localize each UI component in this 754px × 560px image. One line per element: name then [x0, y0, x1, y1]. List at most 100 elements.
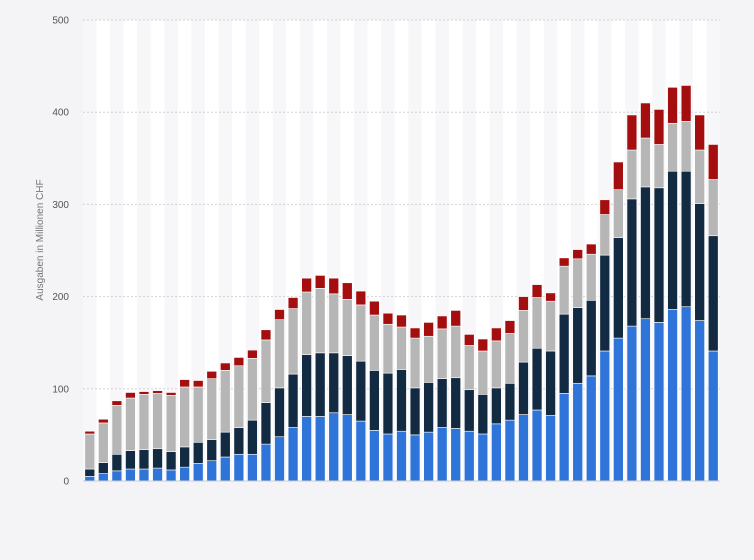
column-band	[123, 20, 138, 481]
bar-segment-series-2	[491, 387, 502, 425]
bar-segment-series-1	[84, 476, 96, 482]
y-tick-label: 0	[63, 477, 69, 488]
bar-segment-series-1	[653, 322, 665, 482]
bar-segment-series-1	[572, 382, 583, 482]
bar-segment-series-4	[707, 144, 719, 180]
bar-segment-series-3	[287, 308, 299, 375]
bar-segment-series-3	[260, 339, 272, 403]
bar-segment-series-2	[653, 187, 665, 323]
bar-segment-series-2	[138, 449, 150, 470]
bar-segment-series-2	[558, 313, 570, 394]
bar-segment-series-2	[260, 402, 272, 445]
bar-segment-series-3	[84, 433, 96, 470]
bar-segment-series-4	[138, 391, 150, 395]
bar-segment-series-4	[409, 327, 421, 339]
bar-segment-series-1	[491, 423, 502, 482]
bar-segment-series-3	[369, 314, 380, 371]
bar-segment-series-4	[301, 277, 312, 293]
bar-segment-series-2	[179, 446, 190, 468]
bar-segment-series-2	[613, 237, 624, 339]
bar-segment-series-1	[464, 430, 475, 482]
bar-segment-series-1	[192, 463, 204, 482]
bar-segment-series-3	[179, 386, 190, 448]
y-axis-title: Ausgaben in Millionen CHF	[35, 179, 46, 300]
bar-segment-series-1	[125, 468, 136, 482]
bar-segment-series-1	[640, 318, 651, 482]
bar-segment-series-4	[667, 87, 678, 124]
bar-segment-series-2	[382, 372, 394, 435]
bar-segment-series-1	[423, 431, 434, 482]
bar-segment-series-3	[301, 291, 312, 355]
bar-segment-series-2	[518, 361, 529, 415]
bar-segment-series-4	[436, 315, 448, 330]
bar-segment-series-2	[125, 450, 136, 470]
bar-segment-series-4	[260, 329, 272, 341]
bar-segment-series-4	[165, 392, 177, 396]
bar-segment-series-3	[504, 333, 516, 384]
bar-segment-series-4	[423, 322, 434, 337]
y-tick-label: 100	[52, 384, 69, 395]
bar-segment-series-4	[558, 257, 570, 267]
bar-segment-series-1	[477, 433, 489, 482]
bar-segment-series-1	[450, 428, 461, 482]
bar-stacks	[84, 85, 719, 482]
bar-segment-series-2	[274, 387, 285, 438]
column-band	[204, 20, 219, 481]
bar-segment-series-1	[152, 467, 163, 482]
bar-segment-series-3	[125, 397, 136, 451]
bar-segment-series-4	[247, 349, 258, 359]
bar-segment-series-4	[84, 430, 96, 435]
bar-segment-series-1	[707, 350, 719, 482]
bar-segment-series-1	[165, 469, 177, 482]
bar-segment-series-4	[220, 362, 231, 371]
bar-segment-series-4	[518, 296, 529, 311]
bar-segment-series-2	[287, 373, 299, 428]
bar-segment-series-4	[680, 85, 692, 122]
bar-segment-series-4	[192, 380, 204, 388]
column-band	[96, 20, 111, 481]
bar-segment-series-1	[396, 430, 407, 482]
bar-segment-series-2	[206, 439, 217, 462]
bar-segment-series-4	[504, 320, 516, 334]
bar-segment-series-1	[179, 466, 190, 482]
column-band	[137, 20, 151, 481]
bar-segment-series-2	[626, 198, 638, 327]
bar-segment-series-2	[409, 387, 421, 436]
bar-segment-series-2	[301, 354, 312, 417]
bar-segment-series-4	[694, 114, 705, 151]
bar-segment-series-1	[531, 409, 543, 482]
bar-segment-series-2	[640, 186, 651, 320]
bar-segment-series-2	[545, 350, 556, 416]
bar-segment-series-3	[436, 328, 448, 379]
bar-segment-series-1	[301, 416, 312, 482]
bar-segment-series-2	[680, 170, 692, 308]
bar-segment-series-4	[396, 314, 407, 328]
bar-segment-series-3	[572, 258, 583, 308]
bar-segment-series-1	[504, 419, 516, 482]
bar-segment-series-2	[111, 453, 123, 472]
bar-segment-series-3	[464, 345, 475, 391]
bar-segment-series-3	[247, 358, 258, 421]
bar-segment-series-3	[491, 340, 502, 389]
bar-segment-series-3	[138, 394, 150, 450]
bar-segment-series-3	[626, 149, 638, 200]
bar-segment-series-1	[545, 415, 556, 482]
bar-segment-series-2	[585, 299, 597, 377]
bar-segment-series-4	[599, 199, 611, 215]
bar-segment-series-3	[355, 304, 367, 362]
bar-segment-series-4	[545, 292, 556, 302]
bar-segment-series-3	[314, 287, 326, 354]
bar-segment-series-2	[477, 394, 489, 435]
column-band	[83, 20, 97, 481]
bar-segment-series-1	[355, 420, 367, 482]
bar-segment-series-1	[369, 429, 380, 482]
bar-segment-series-3	[599, 214, 611, 256]
bar-segment-series-4	[287, 297, 299, 309]
bar-segment-series-4	[477, 338, 489, 352]
bar-segment-series-3	[585, 253, 597, 301]
bar-segment-series-2	[314, 352, 326, 417]
bar-segment-series-2	[342, 355, 353, 415]
bar-segment-series-2	[328, 352, 339, 414]
bar-segment-series-1	[409, 434, 421, 482]
column-band	[177, 20, 192, 481]
